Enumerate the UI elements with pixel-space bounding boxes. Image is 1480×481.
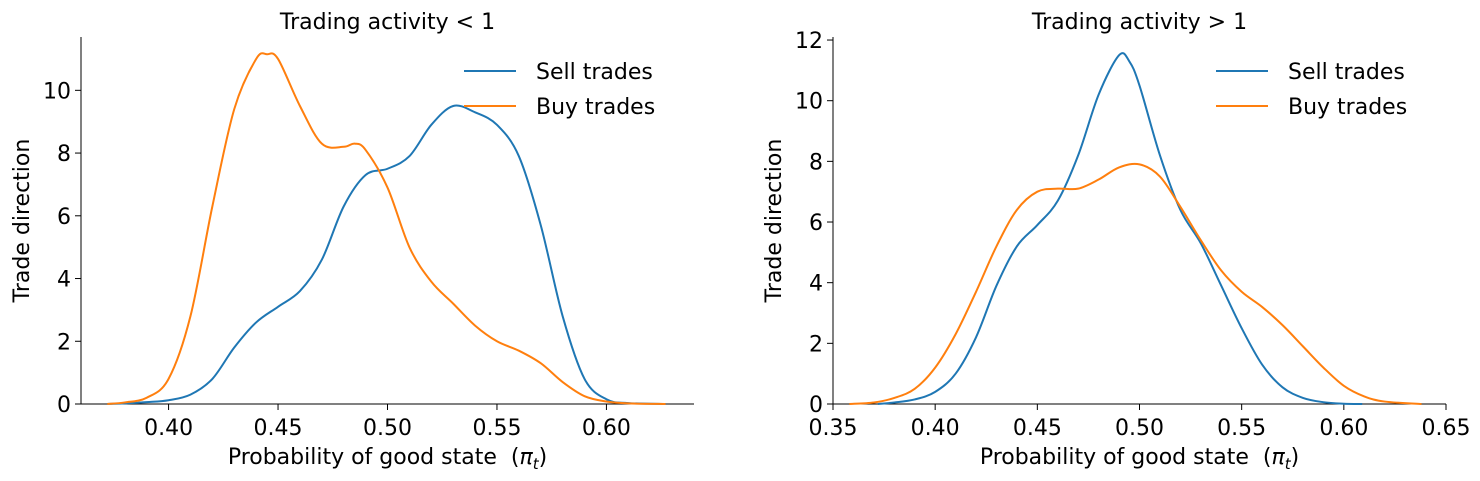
x-tick-label: 0.35	[809, 416, 858, 441]
y-tick-label: 8	[809, 150, 823, 175]
x-axis-label-symbol: π	[1271, 445, 1285, 470]
x-axis-label-text: Probability of good state	[980, 445, 1249, 470]
x-tick-label: 0.55	[1217, 416, 1266, 441]
x-axis-label-paren-close: )	[1291, 445, 1300, 470]
x-tick-label: 0.60	[1319, 416, 1368, 441]
x-axis-label-paren-open: (	[1249, 445, 1272, 470]
y-tick-label: 10	[43, 79, 71, 104]
x-axis-label-subscript: t	[1285, 455, 1292, 473]
chart-panel-2: Trading activity > 1 0.35 0.40 0.45 0.50 0.55…	[762, 10, 1470, 473]
x-tick-label: 0.45	[1013, 416, 1062, 441]
x-axis-label: Probability of good state (πt)	[980, 445, 1299, 473]
y-tick-label: 4	[57, 268, 71, 293]
series-line-buy-trades	[849, 162, 1422, 405]
chart-title: Trading activity > 1	[1031, 10, 1247, 35]
legend-label: Sell trades	[536, 60, 653, 85]
y-tick-label: 12	[795, 29, 823, 54]
legend-label: Sell trades	[1288, 60, 1405, 85]
y-tick-label: 6	[57, 205, 71, 230]
x-axis-label-paren-open: (	[497, 445, 520, 470]
y-axis-label: Trade direction	[10, 139, 35, 304]
x-axis-label: Probability of good state (πt)	[228, 445, 547, 473]
x-tick-label: 0.50	[1115, 416, 1164, 441]
x-axis-label-paren-close: )	[539, 445, 548, 470]
y-tick-label: 2	[809, 332, 823, 357]
chart-title: Trading activity < 1	[279, 10, 495, 35]
legend-label: Buy trades	[1288, 95, 1407, 120]
series-line-sell-trades	[877, 52, 1363, 405]
x-axis-label-subscript: t	[533, 455, 540, 473]
x-tick-label: 0.50	[363, 416, 412, 441]
x-tick-label: 0.45	[254, 416, 303, 441]
x-tick-label: 0.65	[1422, 416, 1471, 441]
x-axis-label-symbol: π	[519, 445, 533, 470]
y-tick-label: 10	[795, 90, 823, 115]
x-tick-label: 0.40	[911, 416, 960, 441]
x-tick-label: 0.60	[582, 416, 631, 441]
x-tick-label: 0.55	[472, 416, 521, 441]
x-axis-label-text: Probability of good state	[228, 445, 497, 470]
y-tick-label: 2	[57, 330, 71, 355]
x-tick-label: 0.40	[144, 416, 193, 441]
y-tick-label: 4	[809, 272, 823, 297]
y-tick-label: 0	[809, 393, 823, 418]
series-line-buy-trades	[107, 52, 666, 405]
series-line-sell-trades	[107, 104, 666, 405]
y-axis-label: Trade direction	[762, 139, 787, 304]
y-tick-label: 0	[57, 393, 71, 418]
chart-panel-1: Trading activity < 1 0.40 0.45 0.50 0.55 0.60…	[10, 10, 694, 473]
y-tick-label: 6	[809, 211, 823, 236]
legend-label: Buy trades	[536, 95, 655, 120]
y-tick-label: 8	[57, 142, 71, 167]
